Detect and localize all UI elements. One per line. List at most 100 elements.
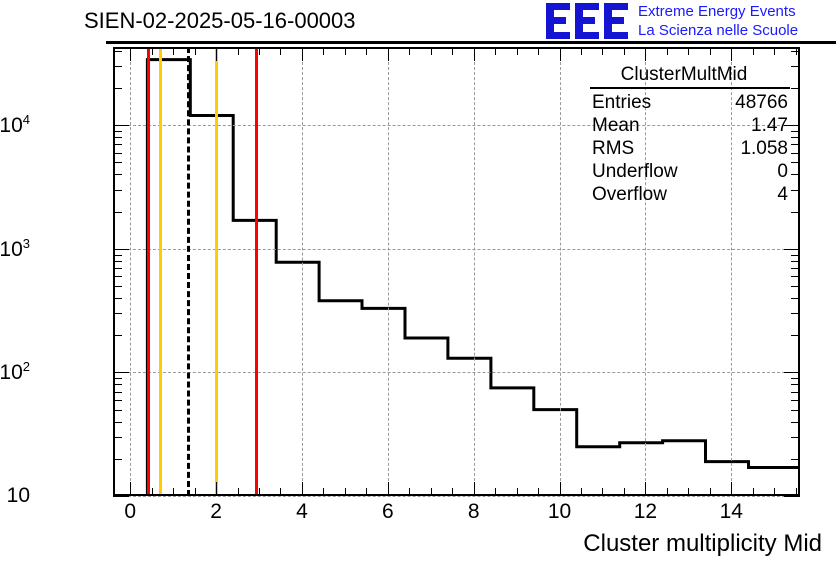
x-axis-tick bbox=[774, 488, 776, 496]
x-axis-tick bbox=[194, 488, 196, 496]
y-axis-tick bbox=[113, 267, 122, 269]
stats-row-value: 0 bbox=[777, 161, 788, 182]
x-axis-tick bbox=[216, 482, 218, 496]
stats-row-value: 1.058 bbox=[740, 138, 788, 159]
grid-line-vertical bbox=[645, 47, 647, 496]
x-axis-tick-top bbox=[623, 47, 625, 55]
y-axis-tick bbox=[113, 372, 129, 374]
x-axis-tick bbox=[409, 488, 411, 496]
x-axis-tick-top bbox=[344, 47, 346, 55]
y-axis-tick-right bbox=[791, 152, 800, 154]
y-axis-tick-right bbox=[791, 254, 800, 256]
grid-line-vertical bbox=[130, 47, 132, 496]
marker-line-black-mean bbox=[186, 47, 190, 496]
y-axis-tick-right bbox=[791, 399, 800, 401]
y-axis-tick-right bbox=[791, 378, 800, 380]
y-axis-tick-right bbox=[784, 372, 800, 374]
y-axis-tick bbox=[113, 313, 122, 315]
y-axis-tick bbox=[113, 496, 129, 497]
x-axis-tick bbox=[538, 488, 540, 496]
x-axis-tick-top bbox=[731, 47, 733, 61]
y-axis-tick-right bbox=[791, 313, 800, 315]
y-axis-tick bbox=[113, 88, 122, 90]
x-axis-tick bbox=[752, 488, 754, 496]
y-axis-tick bbox=[113, 162, 122, 164]
grid-line-vertical bbox=[301, 47, 303, 496]
x-axis-label: 8 bbox=[467, 500, 480, 523]
y-axis-tick-right bbox=[791, 130, 800, 132]
y-axis-tick-right bbox=[791, 409, 800, 411]
x-axis-tick bbox=[323, 488, 325, 496]
y-axis-label: 102 bbox=[0, 359, 30, 385]
y-axis-tick bbox=[113, 125, 129, 127]
stats-row-value: 4 bbox=[777, 184, 788, 205]
y-axis-tick-right bbox=[791, 162, 800, 164]
plot-frame bbox=[113, 47, 800, 496]
x-axis-tick-top bbox=[516, 47, 518, 55]
y-axis-tick bbox=[113, 211, 122, 213]
x-axis-tick bbox=[495, 488, 497, 496]
x-axis-tick bbox=[151, 488, 153, 496]
x-axis-tick bbox=[387, 482, 389, 496]
x-axis-tick bbox=[795, 488, 797, 496]
grid-line-horizontal bbox=[113, 125, 800, 127]
stats-row-value: 1.47 bbox=[751, 115, 788, 136]
stats-row-key: Entries bbox=[592, 92, 652, 113]
y-axis-tick bbox=[113, 458, 122, 460]
stats-box: ClusterMultMid Entries 48766 Mean 1.47 RMS 1.… bbox=[576, 64, 792, 206]
y-axis-tick-right bbox=[791, 211, 800, 213]
stats-row-key: Mean bbox=[592, 115, 640, 136]
x-axis-tick bbox=[602, 488, 604, 496]
y-axis-tick bbox=[113, 276, 122, 278]
x-axis-tick bbox=[623, 488, 625, 496]
y-axis-tick bbox=[113, 421, 122, 423]
eee-logo-text: Extreme Energy Events La Scienza nelle S… bbox=[638, 2, 798, 40]
x-axis-tick-top bbox=[495, 47, 497, 55]
x-axis-tick-top bbox=[194, 47, 196, 55]
x-axis-tick-top bbox=[387, 47, 389, 61]
y-axis-tick-right bbox=[784, 248, 800, 250]
x-axis-tick-top bbox=[752, 47, 754, 55]
y-axis-tick bbox=[113, 335, 122, 337]
grid-line-vertical bbox=[731, 47, 733, 496]
page-title: SIEN-02-2025-05-16-00003 bbox=[84, 8, 356, 33]
histogram-curve bbox=[145, 58, 800, 496]
eee-logo-line2: La Scienza nelle Scuole bbox=[638, 22, 799, 39]
y-axis-tick bbox=[113, 437, 122, 439]
x-axis-tick-top bbox=[323, 47, 325, 55]
x-axis-tick-top bbox=[173, 47, 175, 55]
marker-line-orange-high bbox=[214, 47, 218, 496]
y-axis-label: 10 bbox=[6, 484, 30, 507]
y-axis-tick-right bbox=[791, 144, 800, 146]
logo-underline bbox=[546, 41, 836, 44]
y-axis-tick bbox=[113, 391, 122, 393]
x-axis-tick-top bbox=[258, 47, 260, 55]
histogram-step-line bbox=[145, 58, 800, 496]
x-axis-tick-top bbox=[216, 47, 218, 61]
x-axis-tick-top bbox=[709, 47, 711, 55]
x-axis-tick bbox=[366, 488, 368, 496]
x-axis-tick-top bbox=[409, 47, 411, 55]
y-axis-tick bbox=[113, 152, 122, 154]
y-axis-tick bbox=[113, 50, 122, 52]
stats-row: Overflow 4 bbox=[576, 183, 792, 206]
y-axis-tick-right bbox=[791, 50, 800, 52]
x-axis-tick bbox=[452, 488, 454, 496]
y-axis-tick-right bbox=[791, 391, 800, 393]
y-axis-tick bbox=[113, 254, 122, 256]
x-axis-tick-top bbox=[301, 47, 303, 61]
stats-row: Entries 48766 bbox=[576, 91, 792, 114]
x-axis-tick bbox=[280, 488, 282, 496]
x-axis-tick bbox=[731, 482, 733, 496]
y-axis-tick-right bbox=[791, 458, 800, 460]
y-axis-tick bbox=[113, 378, 122, 380]
stats-rows: Entries 48766 Mean 1.47 RMS 1.058 Underflow 0 Ov… bbox=[576, 91, 792, 206]
x-axis-tick bbox=[130, 482, 132, 496]
y-axis-tick-right bbox=[784, 496, 800, 497]
x-axis-tick bbox=[666, 488, 668, 496]
y-axis-label: 104 bbox=[0, 112, 30, 138]
x-axis-tick bbox=[301, 482, 303, 496]
x-axis-tick bbox=[237, 488, 239, 496]
y-axis-tick-right bbox=[791, 66, 800, 68]
grid-line-horizontal bbox=[113, 248, 800, 250]
